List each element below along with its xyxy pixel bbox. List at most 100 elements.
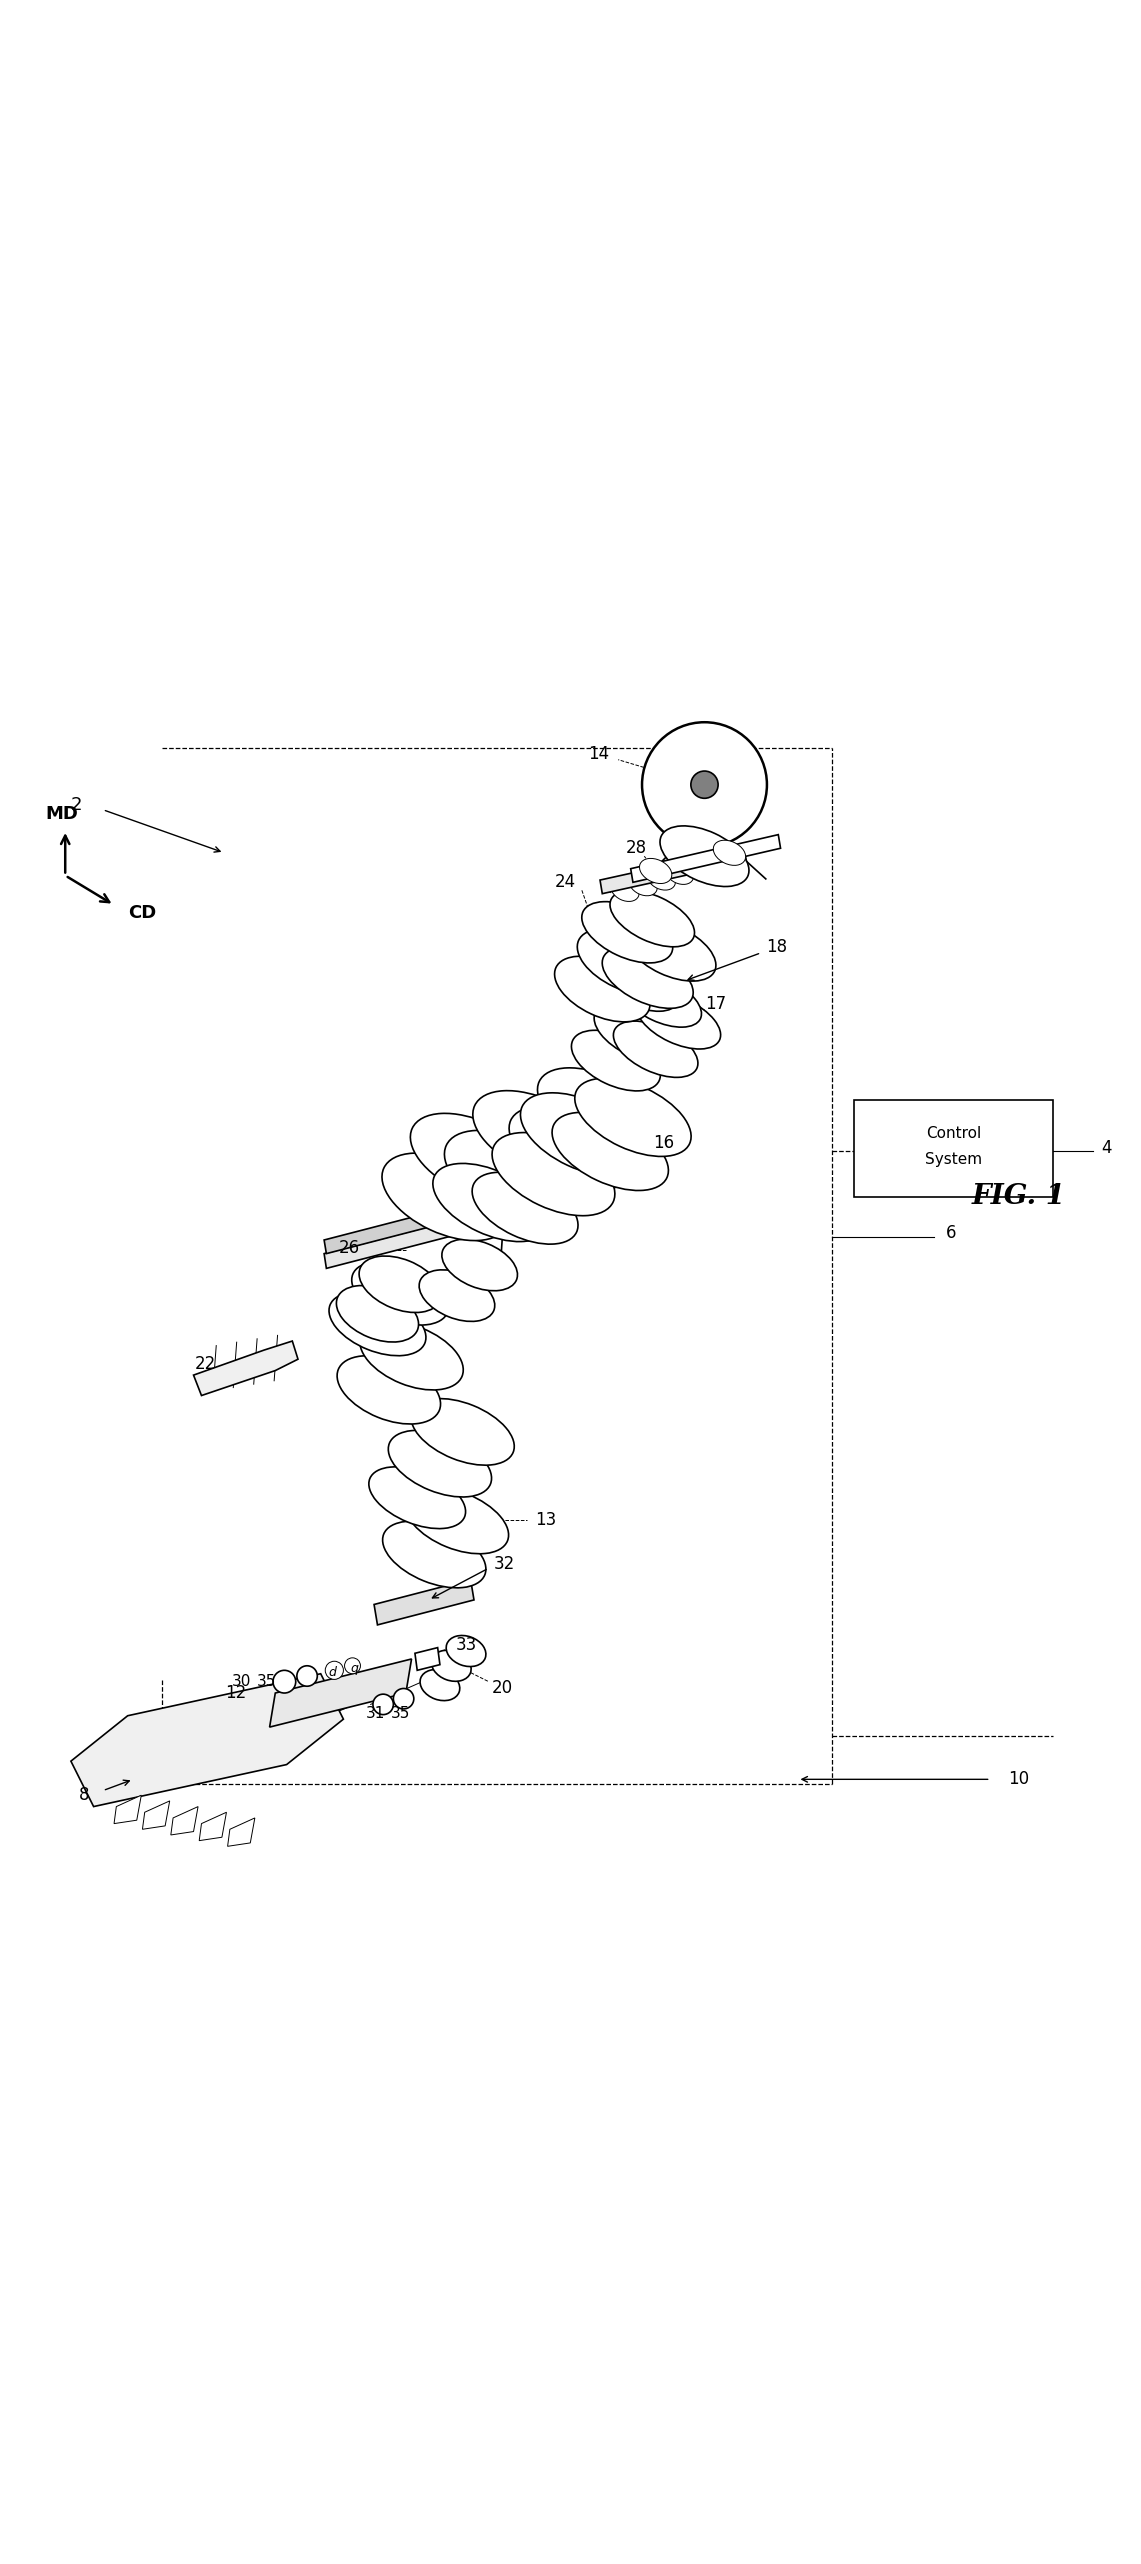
Ellipse shape [636,992,721,1049]
Text: 17: 17 [705,995,727,1013]
Circle shape [345,1659,361,1674]
Text: 35: 35 [390,1705,410,1720]
Ellipse shape [420,1669,460,1700]
Ellipse shape [610,890,695,946]
Text: 24: 24 [555,874,575,892]
Polygon shape [114,1795,141,1823]
Text: 14: 14 [589,746,609,764]
Text: 30: 30 [232,1674,251,1690]
Ellipse shape [665,862,694,885]
Text: d: d [329,1667,335,1679]
Text: 28: 28 [625,838,647,856]
Text: 8: 8 [79,1787,90,1805]
Text: CD: CD [128,905,156,923]
Circle shape [394,1690,414,1710]
Ellipse shape [382,1154,509,1241]
Ellipse shape [337,1285,419,1341]
Ellipse shape [472,1090,600,1177]
Ellipse shape [552,1113,669,1190]
Text: 20: 20 [492,1679,513,1697]
Polygon shape [194,1341,298,1395]
Ellipse shape [614,1020,698,1077]
Ellipse shape [625,920,715,982]
Ellipse shape [683,856,712,879]
Ellipse shape [472,1172,578,1244]
Text: 10: 10 [1009,1769,1029,1787]
Ellipse shape [577,928,673,995]
Polygon shape [200,1813,226,1841]
Ellipse shape [520,1092,644,1177]
Text: 4: 4 [1101,1138,1111,1156]
Text: 16: 16 [653,1133,674,1151]
Polygon shape [631,836,780,882]
Ellipse shape [445,1131,572,1218]
Ellipse shape [329,1292,426,1356]
Text: 12: 12 [225,1685,246,1702]
Ellipse shape [382,1520,486,1587]
Ellipse shape [602,946,694,1008]
Polygon shape [171,1808,199,1836]
Ellipse shape [419,1269,495,1320]
Ellipse shape [359,1320,463,1390]
Ellipse shape [509,1108,632,1190]
Bar [855,1100,1053,1197]
Text: 18: 18 [767,938,787,956]
Polygon shape [324,1179,559,1254]
Ellipse shape [621,974,702,1028]
Circle shape [373,1695,394,1715]
Text: 13: 13 [535,1510,556,1531]
Ellipse shape [359,1256,442,1313]
Text: 22: 22 [194,1354,216,1372]
Polygon shape [227,1818,254,1846]
Ellipse shape [492,1133,615,1215]
Ellipse shape [572,1031,661,1090]
Ellipse shape [599,959,679,1010]
Polygon shape [600,849,746,895]
Ellipse shape [432,1164,549,1241]
Circle shape [273,1669,296,1692]
Ellipse shape [442,1238,518,1290]
Ellipse shape [411,1397,515,1464]
Polygon shape [269,1659,412,1728]
Polygon shape [374,1579,474,1626]
Ellipse shape [411,1113,537,1200]
Ellipse shape [629,874,657,895]
Text: 35: 35 [257,1674,276,1690]
Circle shape [297,1667,317,1687]
Polygon shape [415,1649,440,1669]
Ellipse shape [575,1079,691,1156]
Text: FIG. 1: FIG. 1 [972,1185,1066,1210]
Text: q: q [350,1661,358,1674]
Ellipse shape [647,867,675,890]
Ellipse shape [351,1261,448,1326]
Ellipse shape [582,903,673,964]
Circle shape [642,723,767,846]
Ellipse shape [594,1003,683,1061]
Ellipse shape [555,956,650,1023]
Ellipse shape [537,1067,661,1151]
Ellipse shape [659,826,748,887]
Circle shape [325,1661,343,1679]
Ellipse shape [431,1651,471,1682]
Text: 2: 2 [71,795,82,815]
Ellipse shape [639,859,672,885]
Polygon shape [324,1192,559,1269]
Ellipse shape [369,1467,466,1528]
Polygon shape [143,1800,170,1828]
Ellipse shape [610,879,639,903]
Text: Control: Control [926,1126,981,1141]
Circle shape [690,772,718,797]
Ellipse shape [702,851,730,874]
Ellipse shape [713,841,745,867]
Text: 33: 33 [455,1636,477,1654]
Ellipse shape [446,1636,486,1667]
Ellipse shape [405,1487,509,1554]
Text: 31: 31 [365,1705,385,1720]
Text: 26: 26 [339,1238,359,1256]
Ellipse shape [388,1431,492,1497]
Polygon shape [71,1674,343,1808]
Text: MD: MD [46,805,79,823]
Text: System: System [925,1151,982,1167]
Text: 6: 6 [946,1223,956,1241]
Text: 32: 32 [494,1554,516,1572]
